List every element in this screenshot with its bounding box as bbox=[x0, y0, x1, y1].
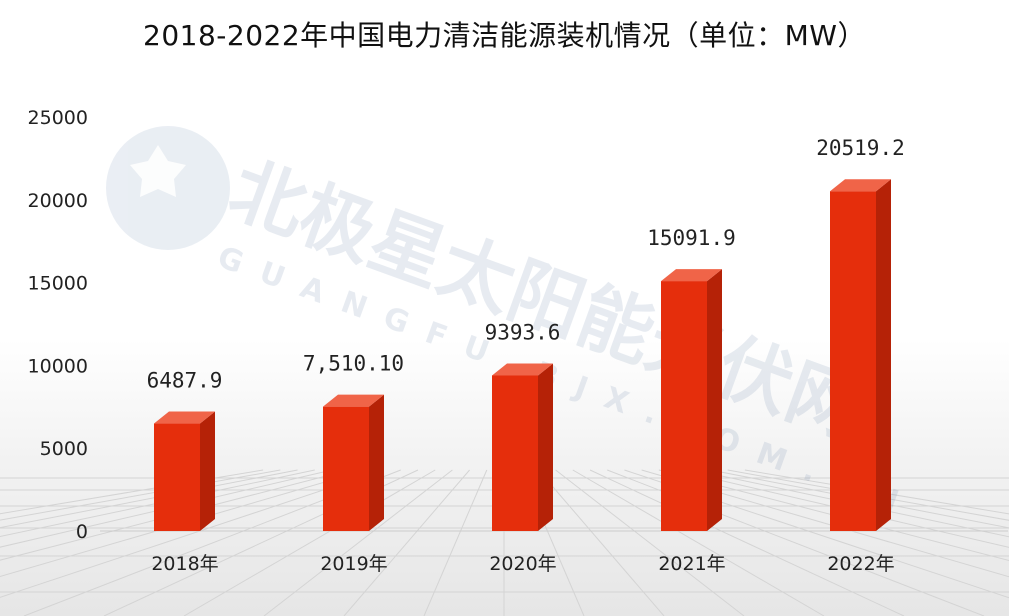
watermark-logo-icon bbox=[106, 126, 230, 250]
y-tick-label: 15000 bbox=[28, 273, 88, 295]
bars bbox=[154, 179, 891, 532]
bar-side bbox=[538, 363, 553, 531]
y-tick-label: 10000 bbox=[28, 355, 88, 377]
x-tick-label: 2021年 bbox=[658, 553, 725, 575]
bar-top bbox=[830, 179, 891, 192]
x-tick-label: 2018年 bbox=[151, 553, 218, 575]
x-tick-label: 2019年 bbox=[320, 553, 387, 575]
bar-top bbox=[661, 269, 722, 282]
bar bbox=[323, 394, 384, 531]
y-tick-label: 5000 bbox=[40, 438, 88, 460]
x-tick-label: 2020年 bbox=[489, 553, 556, 575]
bar bbox=[154, 411, 215, 531]
data-label: 20519.2 bbox=[816, 136, 905, 160]
bar-front bbox=[323, 406, 369, 531]
x-tick-label: 2022年 bbox=[827, 553, 894, 575]
data-label: 15091.9 bbox=[647, 226, 736, 250]
data-label: 9393.6 bbox=[485, 320, 561, 344]
bar-side bbox=[876, 179, 891, 532]
bar bbox=[830, 179, 891, 532]
chart-title: 2018-2022年中国电力清洁能源装机情况（单位：MW） bbox=[143, 19, 866, 52]
bar-front bbox=[154, 423, 200, 531]
y-tick-label: 20000 bbox=[28, 190, 88, 212]
data-labels: 6487.9 7,510.10 9393.6 15091.9 20519.2 bbox=[147, 136, 905, 392]
data-label: 7,510.10 bbox=[303, 352, 404, 376]
bar bbox=[661, 269, 722, 531]
bar-top bbox=[323, 394, 384, 407]
bar-front bbox=[492, 375, 538, 531]
bar-front bbox=[661, 281, 707, 531]
bar bbox=[492, 363, 553, 531]
bar-top bbox=[154, 411, 215, 424]
bar-side bbox=[707, 269, 722, 531]
bar-top bbox=[492, 363, 553, 376]
y-tick-label: 0 bbox=[76, 521, 88, 543]
x-axis-labels: 2018年 2019年 2020年 2021年 2022年 bbox=[151, 553, 894, 575]
bar-front bbox=[830, 191, 876, 532]
bar-side bbox=[369, 394, 384, 531]
data-label: 6487.9 bbox=[147, 369, 223, 393]
bar-side bbox=[200, 411, 215, 531]
y-axis: 0 5000 10000 15000 20000 25000 bbox=[28, 107, 88, 543]
y-tick-label: 25000 bbox=[28, 107, 88, 129]
